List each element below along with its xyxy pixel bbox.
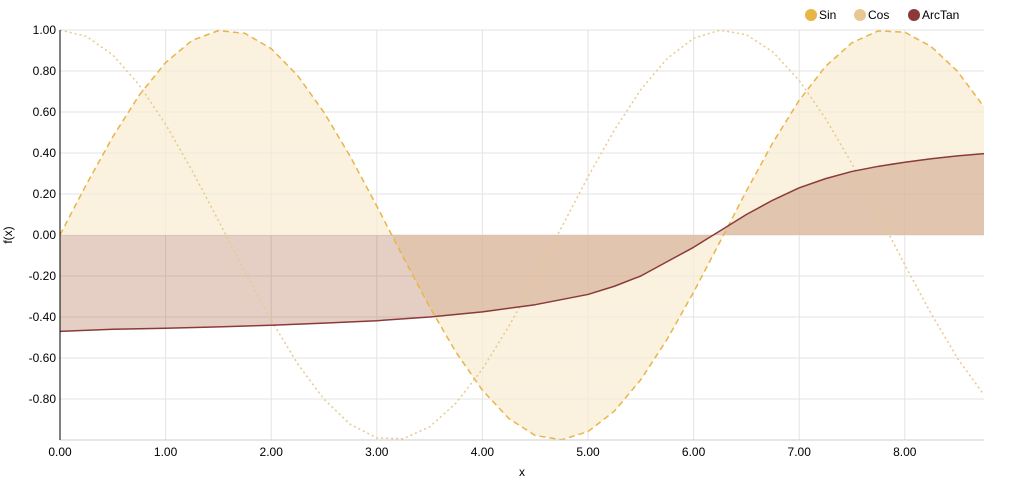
x-axis-title: x (519, 465, 525, 479)
y-tick-label: -0.60 (29, 351, 57, 365)
y-tick-label: -0.20 (29, 269, 57, 283)
legend-label: Cos (868, 8, 889, 22)
y-tick-label: 1.00 (33, 23, 57, 37)
y-tick-label: -0.80 (29, 392, 57, 406)
x-tick-label: 2.00 (260, 445, 284, 459)
x-tick-label: 7.00 (788, 445, 812, 459)
area-layer (60, 30, 984, 440)
y-tick-label: 0.60 (33, 105, 57, 119)
legend: Sin Cos ArcTan (805, 8, 959, 22)
y-tick-labels: 1.00 0.80 0.60 0.40 0.20 0.00 -0.20 -0.40 -0.60 -… (29, 23, 57, 406)
legend-item-sin[interactable]: Sin (805, 8, 836, 22)
series-area-sin (60, 30, 984, 440)
x-tick-label: 6.00 (682, 445, 706, 459)
line-layer (59, 29, 985, 441)
legend-item-cos[interactable]: Cos (854, 8, 889, 22)
x-tick-label: 3.00 (365, 445, 389, 459)
series-area-arctan (60, 153, 984, 332)
legend-swatch (854, 9, 866, 21)
legend-label: Sin (819, 8, 836, 22)
y-tick-label: 0.20 (33, 187, 57, 201)
x-tick-label: 1.00 (154, 445, 178, 459)
y-axis-title: f(x) (1, 226, 15, 243)
legend-item-arctan[interactable]: ArcTan (908, 8, 959, 22)
legend-swatch (805, 9, 817, 21)
series-line-sin (59, 29, 985, 441)
y-tick-label: 0.40 (33, 146, 57, 160)
y-tick-label: -0.40 (29, 310, 57, 324)
x-tick-label: 4.00 (471, 445, 495, 459)
y-tick-label: 0.00 (33, 228, 57, 242)
legend-label: ArcTan (922, 8, 959, 22)
x-tick-label: 8.00 (893, 445, 917, 459)
x-tick-label: 5.00 (576, 445, 600, 459)
legend-swatch (908, 9, 920, 21)
series-line-arctan (59, 152, 985, 333)
x-tick-label: 0.00 (48, 445, 72, 459)
series-line-cos (59, 29, 985, 440)
x-tick-labels: 0.00 1.00 2.00 3.00 4.00 5.00 6.00 7.00 8.00 (48, 445, 916, 459)
axis-layer (59, 30, 984, 441)
y-tick-label: 0.80 (33, 64, 57, 78)
